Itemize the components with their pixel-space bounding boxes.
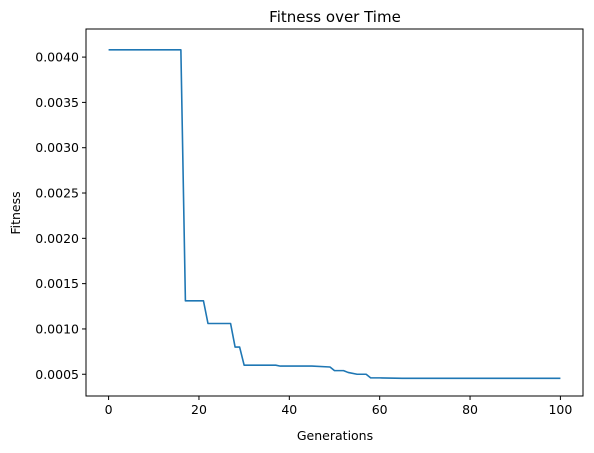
axes-frame bbox=[85, 28, 584, 397]
x-axis: 0 20 40 60 80 100 bbox=[105, 396, 572, 417]
x-tick-label: 40 bbox=[281, 402, 297, 417]
y-axis: 0.0005 0.0010 0.0015 0.0020 0.0025 0.0030 0.00… bbox=[35, 50, 86, 382]
x-tick-label: 0 bbox=[105, 402, 113, 417]
y-tick-label: 0.0010 bbox=[35, 321, 79, 336]
x-tick-label: 20 bbox=[191, 402, 207, 417]
y-axis-label: Fitness bbox=[8, 191, 23, 234]
x-tick-label: 80 bbox=[462, 402, 478, 417]
plot-area bbox=[108, 49, 561, 380]
y-tick-label: 0.0025 bbox=[35, 186, 79, 201]
chart-title: Fitness over Time bbox=[269, 8, 401, 26]
x-tick-label: 60 bbox=[372, 402, 388, 417]
y-tick-label: 0.0040 bbox=[35, 50, 79, 65]
y-tick-label: 0.0030 bbox=[35, 140, 79, 155]
x-axis-label: Generations bbox=[297, 428, 373, 443]
y-tick-label: 0.0015 bbox=[35, 276, 79, 291]
y-tick-label: 0.0020 bbox=[35, 231, 79, 246]
y-tick-label: 0.0035 bbox=[35, 95, 79, 110]
series-line-0 bbox=[108, 49, 561, 380]
y-tick-label: 0.0005 bbox=[35, 367, 79, 382]
x-tick-label: 100 bbox=[548, 402, 572, 417]
